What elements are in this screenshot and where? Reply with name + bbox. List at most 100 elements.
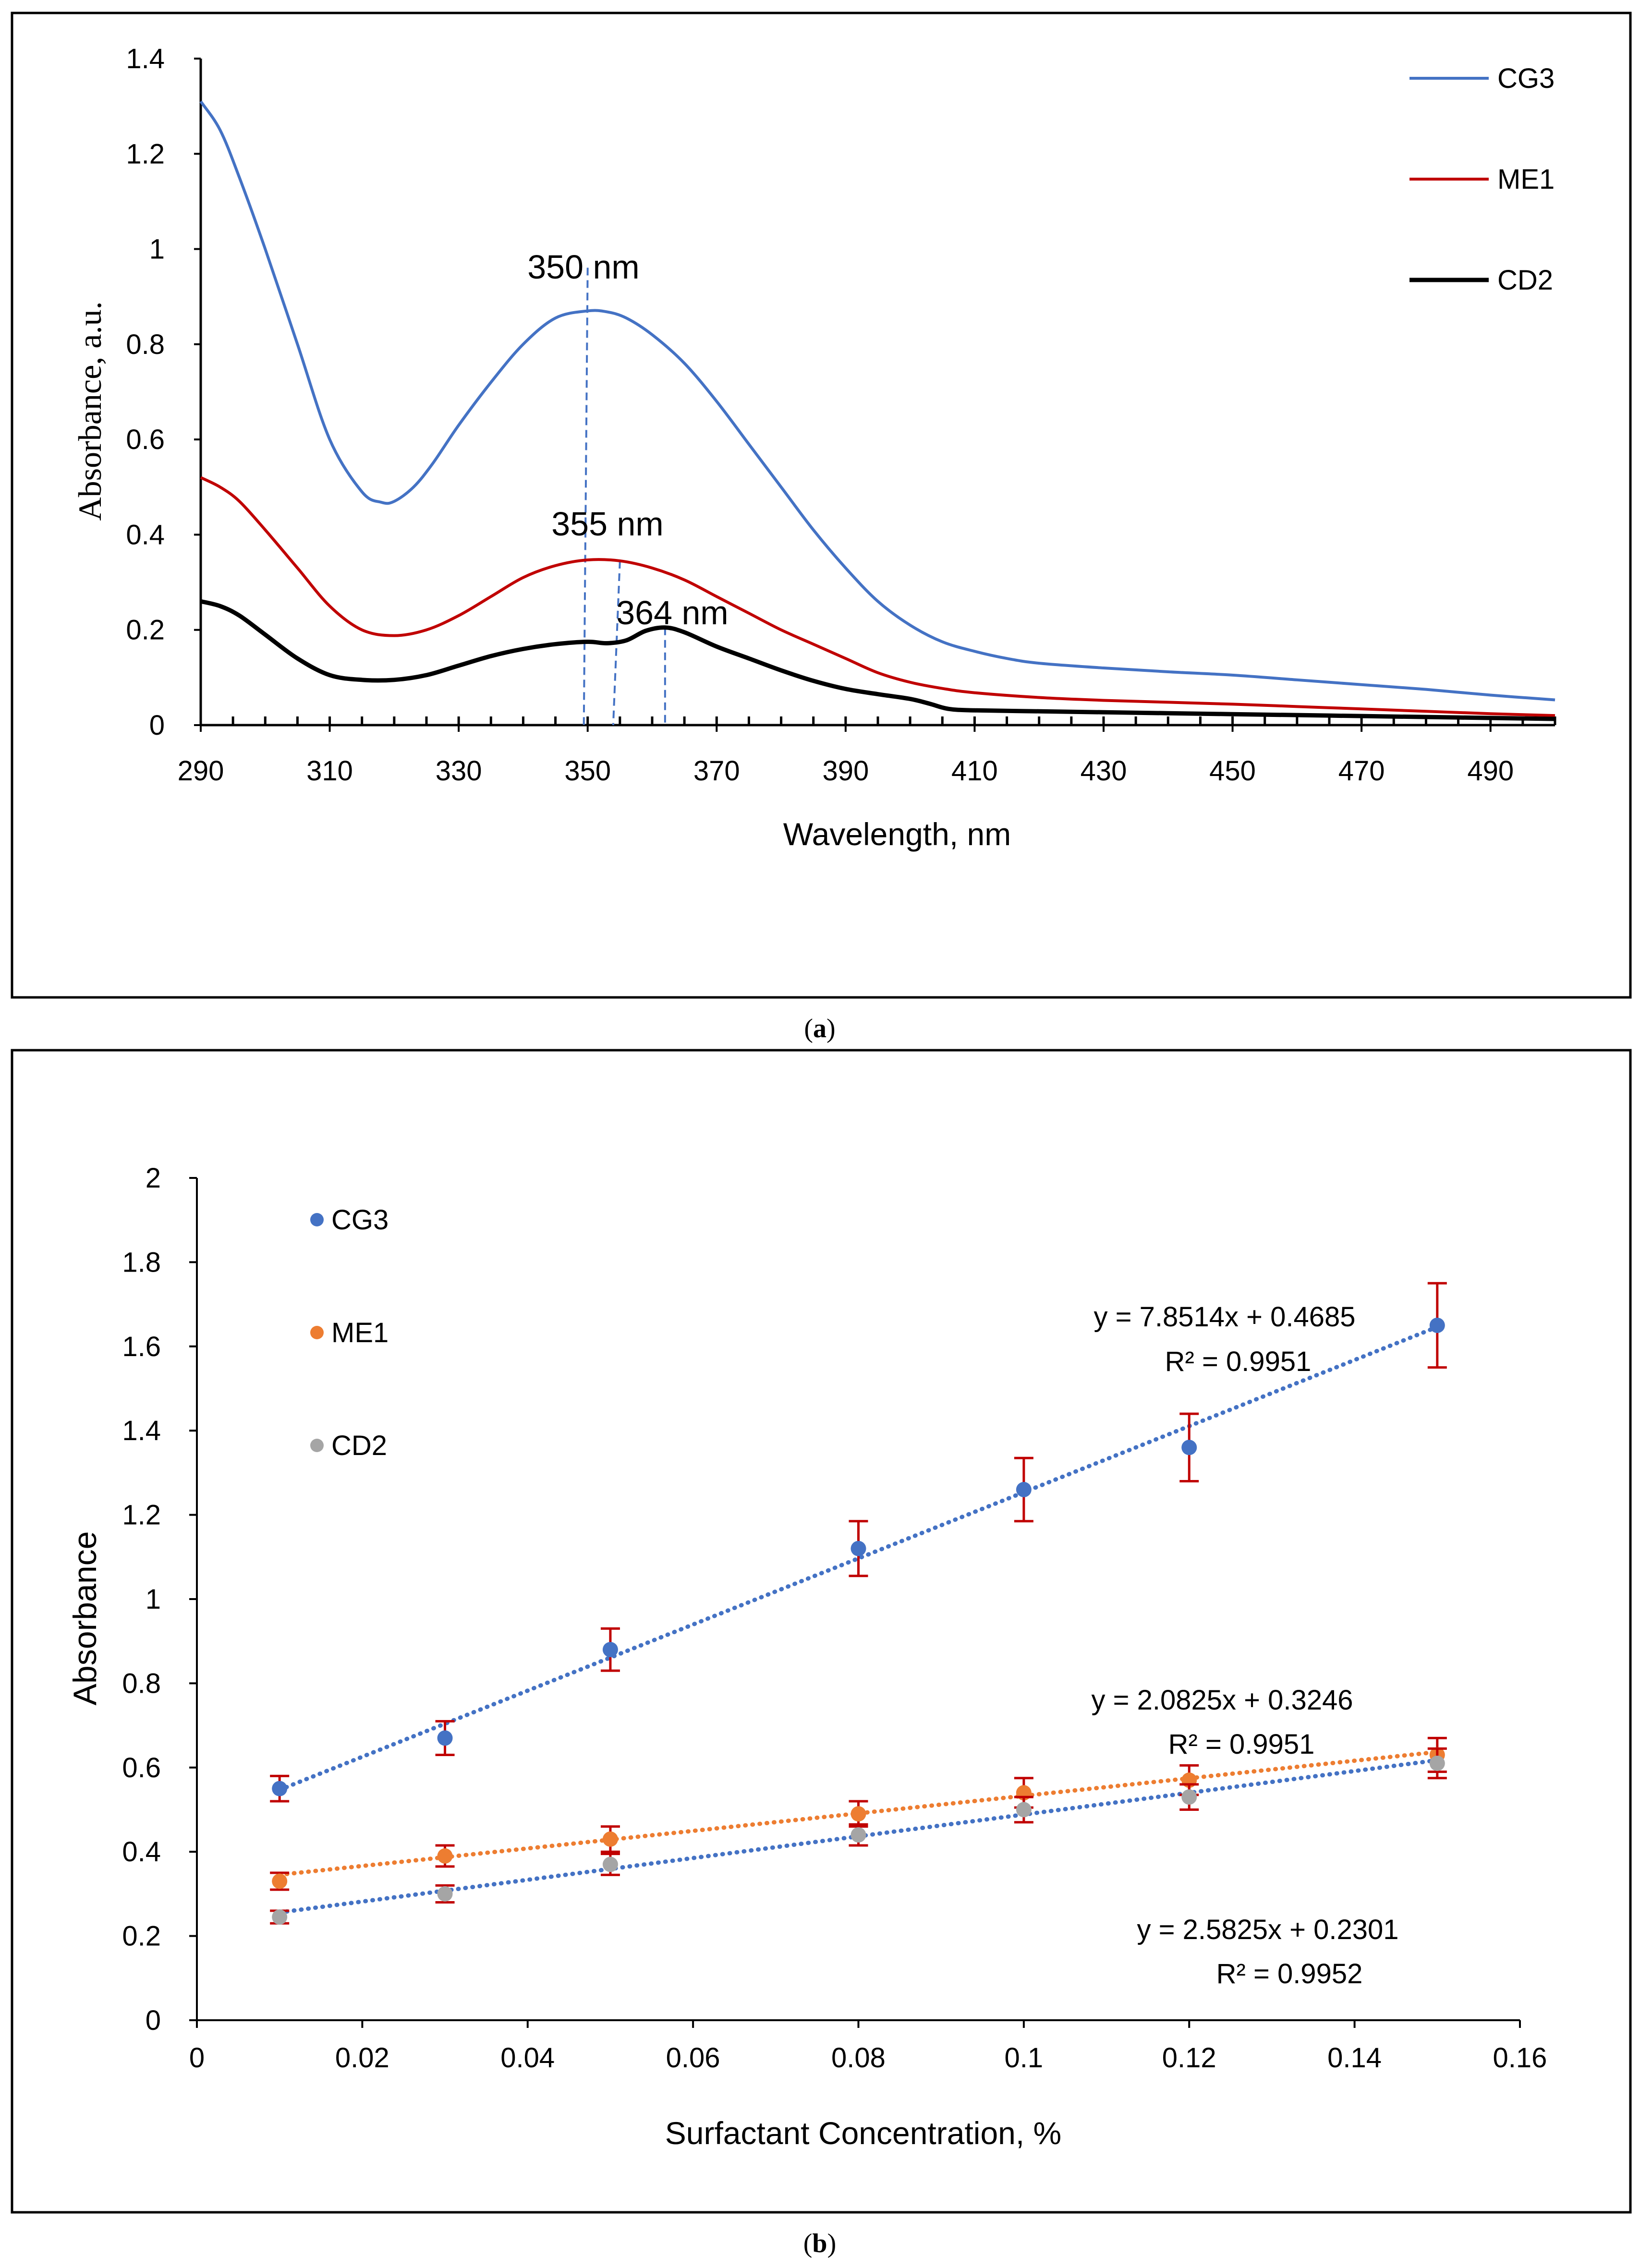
series-line-cg3: [199, 100, 1555, 702]
data-point-me1: [272, 1873, 288, 1889]
legend-label-cg3: CG3: [331, 1204, 389, 1236]
chart-a-y-tick-label: 0.6: [126, 424, 165, 455]
chart-a-axes: 290 310 330 350 370 390 410 430 450 470 490 0 0.2 0.4…: [72, 43, 1556, 852]
chart-b-x-tick-label: 0.14: [1327, 2042, 1382, 2074]
legend-marker-me1: [310, 1326, 324, 1339]
data-point-cg3: [1181, 1440, 1197, 1455]
chart-a-y-tick-label: 1: [149, 234, 165, 265]
data-point-cg3: [602, 1642, 618, 1658]
data-point-me1: [602, 1831, 618, 1847]
trend-r2-cg3: R² = 0.9951: [1165, 1346, 1312, 1377]
chart-a-x-tick-label: 290: [178, 755, 224, 787]
chart-b-x-label: Surfactant Concentration, %: [665, 2115, 1061, 2151]
legend-label-cd2: CD2: [1497, 265, 1553, 296]
chart-b-y-tick-label: 1.2: [122, 1500, 161, 1531]
chart-b-points: [270, 1282, 1447, 1925]
data-point-cd2: [1181, 1789, 1197, 1805]
chart-a-y-tick-label: 1.4: [126, 43, 165, 74]
trend-r2-cd2: R² = 0.9952: [1216, 1958, 1363, 1989]
panel-a-frame: [11, 12, 1632, 999]
chart-b-x-tick-label: 0.08: [831, 2042, 886, 2074]
chart-b-y-tick-label: 2: [146, 1163, 161, 1194]
chart-a-y-tick-label: 0.8: [126, 329, 165, 360]
peak-marker-label: 355 nm: [551, 505, 663, 543]
chart-b-x-tick-label: 0.16: [1493, 2042, 1547, 2074]
peak-marker-label: 350 nm: [527, 248, 639, 286]
chart-a-y-tick-label: 0.2: [126, 615, 165, 646]
chart-a-x-tick-label: 310: [306, 755, 353, 787]
data-point-cd2: [437, 1886, 453, 1902]
chart-b-x-tick-label: 0.06: [666, 2042, 720, 2074]
chart-b-y-tick-label: 1.4: [122, 1415, 161, 1446]
trend-equation-cg3: y = 7.8514x + 0.4685: [1094, 1301, 1356, 1333]
chart-a-x-tick-label: 390: [822, 755, 869, 787]
chart-b-y-tick-label: 0: [146, 2005, 161, 2036]
chart-b-y-tick-label: 1.6: [122, 1331, 161, 1362]
chart-a-x-tick-label: 450: [1209, 755, 1256, 787]
trend-r2-me1: R² = 0.9951: [1168, 1729, 1315, 1760]
series-line-cd2: [200, 599, 1555, 721]
chart-b-x-tick-label: 0.1: [1005, 2042, 1044, 2074]
series-line-me1: [200, 476, 1555, 717]
chart-a-y-tick-label: 1.2: [126, 138, 165, 170]
chart-b-y-tick-label: 0.4: [122, 1836, 161, 1868]
chart-b: 0 0.02 0.04 0.06 0.08 0.1 0.12 0.14 0.16 0 0.2 0.4 0…: [67, 1163, 1547, 2151]
chart-b-axes: 0 0.02 0.04 0.06 0.08 0.1 0.12 0.14 0.16 0 0.2 0.4 0…: [67, 1163, 1547, 2151]
data-point-cg3: [850, 1540, 866, 1556]
chart-b-x-tick-label: 0.04: [500, 2042, 555, 2074]
data-point-me1: [850, 1806, 866, 1822]
chart-b-x-tick-label: 0.12: [1162, 2042, 1216, 2074]
chart-a-y-label: Absorbance, a.u.: [72, 302, 108, 521]
chart-b-y-tick-label: 1.8: [122, 1247, 161, 1278]
trend-equation-me1: y = 2.0825x + 0.3246: [1092, 1685, 1353, 1716]
chart-b-y-tick-label: 1: [146, 1584, 161, 1615]
peak-marker-line: [583, 267, 589, 726]
chart-a-x-tick-label: 490: [1467, 755, 1514, 787]
chart-a-x-tick-label: 370: [693, 755, 740, 787]
data-point-cd2: [850, 1827, 866, 1843]
panel-b-frame: [11, 1049, 1632, 2214]
legend-marker-cd2: [310, 1439, 324, 1452]
chart-b-equations: y = 7.8514x + 0.4685 R² = 0.9951 y = 2.082…: [1092, 1301, 1399, 1989]
panel-a-caption: (a): [804, 1014, 835, 1043]
data-point-cg3: [1016, 1481, 1032, 1497]
trend-equation-cd2: y = 2.5825x + 0.2301: [1137, 1914, 1399, 1945]
peak-marker-label: 364 nm: [616, 594, 728, 631]
panel-b-caption: (b): [803, 2229, 836, 2258]
chart-b-x-tick-label: 0: [189, 2042, 205, 2074]
chart-b-y-tick-label: 0.6: [122, 1752, 161, 1783]
legend-label-cg3: CG3: [1497, 63, 1555, 94]
chart-a-x-tick-label: 410: [951, 755, 998, 787]
chart-a-x-tick-label: 350: [564, 755, 611, 787]
chart-b-legend: CG3 ME1 CD2: [310, 1204, 389, 1461]
data-point-cg3: [1429, 1317, 1445, 1333]
chart-a-x-tick-label: 470: [1338, 755, 1385, 787]
data-point-me1: [437, 1848, 453, 1864]
legend-label-me1: ME1: [331, 1317, 389, 1348]
trendline-cg3: [277, 1324, 1440, 1792]
data-point-cd2: [602, 1856, 618, 1872]
data-point-cd2: [272, 1909, 288, 1925]
chart-b-x-tick-label: 0.02: [335, 2042, 389, 2074]
legend-label-me1: ME1: [1497, 164, 1555, 195]
data-point-cd2: [1016, 1802, 1032, 1818]
chart-a-y-tick-label: 0: [149, 710, 165, 741]
chart-a-legend: CG3 ME1 CD2: [1409, 63, 1555, 296]
legend-marker-cg3: [310, 1213, 324, 1226]
data-point-cg3: [272, 1781, 288, 1796]
chart-a-x-tick-label: 430: [1081, 755, 1127, 787]
chart-a: 290 310 330 350 370 390 410 430 450 470 490 0 0.2 0.4…: [72, 43, 1556, 852]
data-point-cg3: [437, 1730, 453, 1746]
chart-b-y-tick-label: 0.8: [122, 1668, 161, 1699]
chart-a-y-tick-label: 0.4: [126, 519, 165, 550]
chart-a-peak-markers: 350 nm 355 nm 364 nm: [527, 248, 729, 726]
chart-a-x-label: Wavelength, nm: [783, 816, 1011, 852]
legend-label-cd2: CD2: [331, 1430, 387, 1461]
chart-a-series: [199, 100, 1555, 721]
data-point-cd2: [1429, 1756, 1445, 1771]
panel-b-letter: b: [812, 2229, 827, 2258]
chart-a-x-tick-label: 330: [436, 755, 482, 787]
chart-b-y-label: Absorbance: [67, 1531, 103, 1706]
panel-a-letter: a: [813, 1014, 826, 1043]
